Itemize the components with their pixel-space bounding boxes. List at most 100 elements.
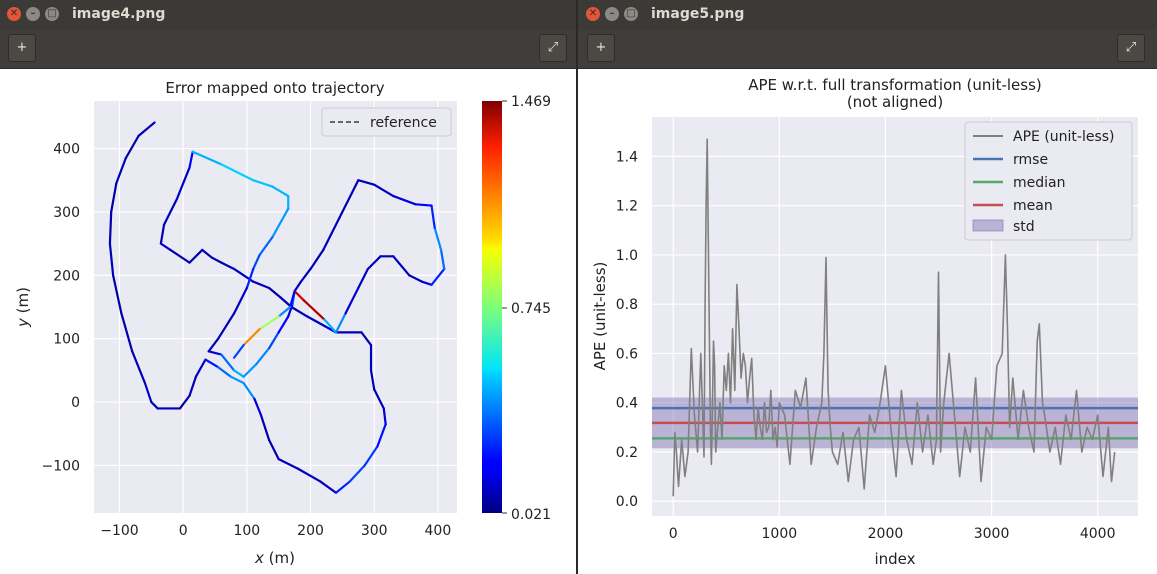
trajectory-segment	[271, 185, 290, 198]
colorbar-max-label: 1.469	[511, 94, 551, 110]
trajectory-segment	[277, 315, 290, 334]
trajectory-segment	[188, 255, 197, 264]
trajectory-segment	[242, 328, 261, 347]
y-tick-label: 1.2	[616, 199, 638, 215]
x-axis-label: x (m)	[254, 549, 295, 567]
legend-box	[964, 121, 1133, 241]
trajectory-segment	[194, 248, 204, 258]
colorbar-gradient	[482, 101, 502, 513]
trajectory-segment	[124, 134, 140, 160]
trajectory-segment	[229, 375, 245, 385]
trajectory-segment	[204, 358, 220, 369]
trajectory-segment	[201, 248, 213, 259]
legend-rmse-label: rmse	[1013, 152, 1048, 168]
trajectory-segment	[252, 280, 271, 290]
close-icon[interactable]: ✕	[7, 7, 21, 21]
trajectory-segment	[143, 381, 153, 404]
trajectory-segment	[162, 198, 178, 226]
y-tick-label: 100	[53, 332, 80, 348]
y-tick-label: 0.8	[616, 297, 638, 313]
maximize-icon[interactable]: □	[45, 7, 59, 21]
x-tick-label: 300	[361, 523, 388, 539]
trajectory-segment	[392, 194, 417, 206]
x-tick-label: 0	[669, 526, 678, 542]
y-tick-label: 1.4	[616, 149, 638, 165]
trajectory-segment	[268, 286, 282, 299]
trajectory-segment	[137, 121, 156, 137]
minimize-icon[interactable]: –	[26, 7, 40, 21]
chart-subtitle: (not aligned)	[847, 93, 943, 111]
trajectory-segment	[175, 166, 191, 201]
legend: reference	[321, 107, 452, 137]
chart-title: APE w.r.t. full transformation (unit-les…	[748, 76, 1042, 94]
x-tick-label: 100	[233, 523, 260, 539]
x-tick-label: 0	[179, 523, 188, 539]
left-toolbar: + ⤢	[0, 29, 576, 69]
trajectory-segment	[159, 223, 166, 245]
window-title: image4.png	[72, 6, 166, 22]
trajectory-segment	[290, 305, 309, 318]
window-title: image5.png	[651, 6, 745, 22]
right-window: ✕ – □ image5.png + ⤢ 0 1000 2000 3000 4000 0.…	[578, 0, 1157, 574]
legend-std-patch	[972, 219, 1004, 232]
y-tick-label: 200	[53, 268, 80, 284]
add-icon[interactable]: +	[587, 34, 615, 62]
trajectory-segment	[293, 280, 303, 293]
trajectory-segment	[293, 290, 306, 302]
trajectory-segment	[376, 423, 387, 448]
trajectory-segment	[245, 267, 255, 290]
x-tick-label: 4000	[1080, 526, 1116, 542]
trajectory-segment	[110, 182, 118, 214]
trajectory-segment	[268, 331, 280, 350]
trajectory-segment	[303, 299, 326, 321]
trajectory-segment	[108, 242, 115, 277]
trajectory-segment	[306, 315, 326, 328]
trajectory-segment	[344, 286, 360, 315]
expand-icon[interactable]: ⤢	[539, 34, 567, 62]
trajectory-segment	[220, 261, 236, 271]
minimize-icon[interactable]: –	[605, 7, 619, 21]
trajectory-segment	[217, 366, 233, 378]
trajectory-segment	[318, 480, 338, 494]
legend-std-label: std	[1013, 219, 1035, 235]
ape-plot: 0 1000 2000 3000 4000 0.0 0.2 0.4 0.6 0.8 1.0 1.2 1.…	[591, 76, 1138, 568]
trajectory-segment	[373, 388, 385, 410]
trajectory-segment	[430, 267, 446, 286]
trajectory-segment	[233, 369, 245, 378]
close-icon[interactable]: ✕	[586, 7, 600, 21]
legend-ape-label: APE (unit-less)	[1013, 129, 1115, 145]
legend-reference-label: reference	[370, 115, 437, 131]
tick-labels: 0 1000 2000 3000 4000 0.0 0.2 0.4 0.6 0.8 1.0 1.2 1.…	[616, 149, 1116, 542]
trajectory-segment	[178, 394, 191, 410]
trajectory-segment	[309, 248, 325, 271]
trajectory-segment	[252, 253, 261, 271]
trajectory-segment	[115, 156, 127, 185]
trajectory-segment	[258, 315, 280, 331]
trajectory-segment	[357, 267, 369, 290]
trajectory-segment	[348, 464, 366, 483]
trajectory-segment	[430, 204, 436, 229]
x-tick-label: −100	[100, 523, 138, 539]
trajectory-segment	[242, 381, 256, 401]
trajectory-segment	[299, 267, 312, 283]
trajectory-segment	[439, 248, 446, 271]
trajectory-segment	[242, 362, 258, 378]
expand-icon[interactable]: ⤢	[1117, 34, 1145, 62]
add-icon[interactable]: +	[8, 34, 36, 62]
maximize-icon[interactable]: □	[624, 7, 638, 21]
chart-title: Error mapped onto trajectory	[165, 79, 384, 97]
trajectory-segment	[369, 369, 376, 391]
y-tick-label: 0.2	[616, 445, 638, 461]
y-axis-label: y (m)	[14, 287, 32, 328]
trajectory-segment	[233, 343, 245, 359]
y-tick-label: −100	[42, 458, 80, 474]
trajectory-segment	[188, 150, 194, 169]
left-titlebar: ✕ – □ image4.png	[0, 0, 576, 29]
trajectory-segment	[322, 217, 341, 252]
y-tick-label: 0.6	[616, 346, 638, 362]
trajectory-segment	[207, 337, 220, 353]
right-titlebar: ✕ – □ image5.png	[578, 0, 1157, 29]
trajectory-segment	[255, 347, 271, 366]
legend-median-label: median	[1013, 175, 1065, 191]
x-axis-label: index	[874, 550, 915, 568]
